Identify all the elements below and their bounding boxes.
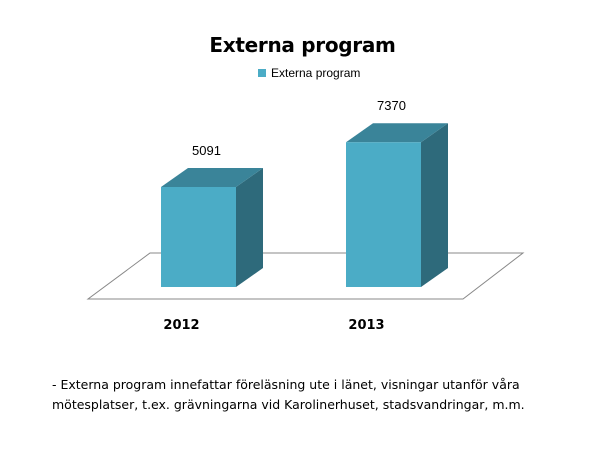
x-tick-label-2013: 2013 (348, 318, 384, 333)
bar-side-2012 (236, 168, 263, 287)
bar-2012 (161, 187, 236, 287)
chart-title: Externa program (209, 33, 396, 57)
data-label-2013: 7370 (377, 98, 406, 113)
floor-plane (86, 252, 525, 300)
legend-label: Externa program (271, 66, 361, 80)
legend: Externa program (258, 66, 360, 80)
legend-swatch (258, 69, 266, 77)
x-tick-label-2012: 2012 (163, 318, 199, 333)
chart-plot: 5091 2012 7370 2013 (86, 98, 525, 333)
bar-top-2013 (346, 123, 448, 143)
bar-2013 (346, 142, 421, 287)
footnote: - Externa program innefattar föreläsning… (52, 377, 525, 412)
data-label-2012: 5091 (192, 143, 221, 158)
bar-side-2013 (421, 123, 448, 287)
bar-top-2012 (161, 168, 263, 187)
